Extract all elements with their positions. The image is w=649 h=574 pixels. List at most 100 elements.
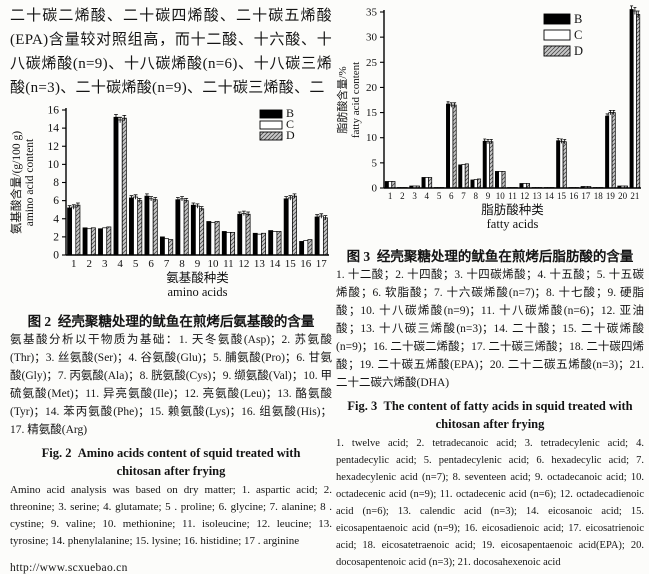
error-bar bbox=[195, 203, 200, 209]
bar bbox=[486, 141, 491, 189]
bar bbox=[424, 177, 429, 189]
bar bbox=[129, 197, 134, 256]
y-tick-label: 2 bbox=[53, 231, 59, 243]
bar bbox=[449, 104, 454, 189]
x-axis-title-en: fatty acids bbox=[487, 217, 539, 231]
y-tick-label: 4 bbox=[53, 213, 59, 225]
error-bar bbox=[76, 202, 80, 208]
x-tick-label: 1 bbox=[71, 258, 77, 270]
error-bar bbox=[145, 193, 149, 199]
bar bbox=[90, 227, 96, 256]
bar bbox=[241, 212, 247, 256]
bar bbox=[501, 171, 506, 189]
figure2-note-chinese: 氨基酸分析以干物质为基础：1. 天冬氨酸(Asp)；2. 苏氨酸(Thr)；3.… bbox=[10, 334, 332, 436]
legend-label: B bbox=[574, 12, 582, 26]
error-bar bbox=[288, 195, 293, 201]
x-tick-label: 1 bbox=[388, 191, 393, 201]
bar bbox=[117, 119, 123, 256]
bar bbox=[283, 198, 289, 256]
x-axis-title-cn: 脂肪酸种类 bbox=[481, 202, 544, 217]
error-bar bbox=[605, 113, 609, 119]
figure2-chart: 0 2 4 6 8 10 12 14 16 1 2 3 4 5 6 7 8 9 10 11 12 13 14 15 16 17 氨基… bbox=[9, 102, 332, 310]
error-bar bbox=[176, 197, 180, 202]
x-tick-label: 6 bbox=[148, 258, 154, 270]
error-bar bbox=[129, 195, 134, 201]
bar bbox=[611, 112, 616, 189]
error-bar bbox=[153, 197, 158, 202]
bar bbox=[261, 232, 266, 256]
bar bbox=[148, 198, 154, 256]
error-bar bbox=[633, 7, 637, 15]
bar bbox=[446, 103, 451, 189]
bar bbox=[230, 231, 236, 256]
bar bbox=[605, 115, 610, 189]
x-tick-label: 20 bbox=[618, 191, 628, 201]
bar bbox=[106, 226, 112, 256]
y-tick-label: 10 bbox=[366, 132, 378, 144]
bar bbox=[608, 112, 613, 189]
error-bar bbox=[453, 102, 457, 108]
left-column: 二十碳二烯酸、二十碳四烯酸、二十碳五烯酸(EPA)含量较对照组高，而十二酸、十六… bbox=[9, 0, 332, 574]
x-tick-label: 4 bbox=[425, 191, 430, 201]
x-tick-label: 3 bbox=[102, 258, 108, 270]
y-tick-label: 14 bbox=[48, 123, 60, 135]
bar bbox=[464, 163, 469, 189]
bar bbox=[299, 241, 305, 256]
x-tick-label: 16 bbox=[569, 191, 579, 201]
error-bar bbox=[563, 139, 567, 144]
bar bbox=[318, 215, 324, 256]
error-bar bbox=[118, 116, 122, 123]
error-bar bbox=[630, 5, 634, 14]
bar bbox=[470, 179, 475, 189]
error-bar bbox=[180, 196, 184, 201]
x-tick-label: 5 bbox=[437, 191, 442, 201]
error-bar bbox=[323, 215, 328, 220]
bar bbox=[477, 178, 482, 189]
bar bbox=[559, 140, 564, 189]
y-axis-title-cn: 氨基酸含量/(g/100 g) bbox=[10, 131, 23, 234]
bar bbox=[388, 181, 393, 189]
figure3-title-chinese: 图 3 经壳聚糖处理的鱿鱼在煎烤后脂肪酸的含量 bbox=[346, 249, 634, 264]
journal-url: http://www.scxuebao.cn bbox=[10, 562, 128, 574]
error-bar bbox=[315, 214, 319, 220]
bar bbox=[210, 222, 216, 256]
error-bar bbox=[560, 138, 563, 144]
y-axis-title-en: amino acid content bbox=[24, 138, 36, 226]
figure2-note-english: Amino acid analysis was based on dry mat… bbox=[10, 484, 332, 547]
legend-label: D bbox=[286, 128, 295, 142]
y-tick-label: 6 bbox=[53, 195, 59, 207]
bar bbox=[195, 205, 200, 256]
bar bbox=[137, 200, 143, 256]
bar bbox=[421, 177, 426, 189]
error-bar bbox=[191, 202, 196, 208]
x-tick-label: 11 bbox=[223, 258, 234, 270]
y-tick-label: 0 bbox=[53, 250, 59, 262]
bar bbox=[428, 177, 433, 189]
x-tick-label: 9 bbox=[486, 191, 491, 201]
error-bar bbox=[489, 139, 493, 144]
bar bbox=[268, 230, 274, 256]
bar bbox=[113, 116, 119, 256]
figure3-title-english: Fig. 3 The content of fatty acids in squ… bbox=[336, 397, 644, 433]
bar bbox=[245, 213, 251, 256]
bar bbox=[562, 141, 567, 189]
error-bar bbox=[114, 114, 118, 120]
bar bbox=[75, 204, 81, 256]
bar bbox=[226, 231, 231, 256]
x-tick-label: 13 bbox=[533, 191, 543, 201]
x-tick-label: 3 bbox=[412, 191, 417, 201]
legend-label: B bbox=[286, 106, 294, 120]
x-axis-title-cn: 氨基酸种类 bbox=[166, 270, 229, 285]
bar bbox=[190, 204, 196, 256]
bar bbox=[391, 181, 396, 189]
error-bar bbox=[71, 204, 76, 210]
legend-swatch bbox=[259, 120, 283, 130]
bar bbox=[276, 231, 282, 256]
legend-label: C bbox=[574, 28, 582, 42]
bar bbox=[221, 231, 227, 256]
error-bar bbox=[122, 115, 127, 121]
figure3-chart: 0 5 10 15 20 25 30 35 1 2 3 4 5 6 7 8 9 10 11 12 13 14 15 16 17 1… bbox=[335, 2, 644, 245]
x-tick-label: 12 bbox=[520, 191, 529, 201]
legend: BCD bbox=[259, 106, 295, 142]
